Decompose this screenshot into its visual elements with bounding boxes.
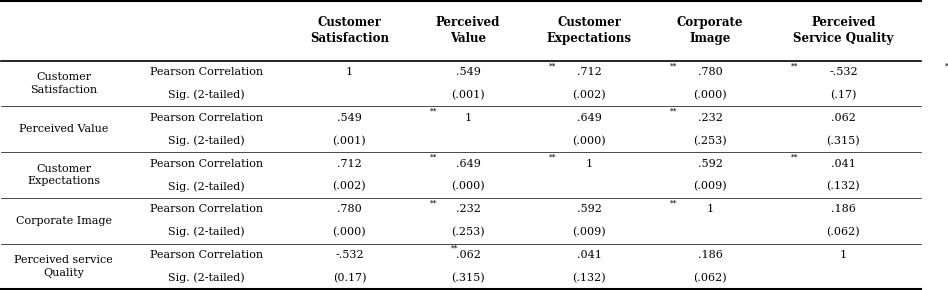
Text: 1: 1 xyxy=(706,204,714,214)
Text: **: ** xyxy=(670,108,678,116)
Text: **: ** xyxy=(430,108,438,116)
Text: **: ** xyxy=(549,154,556,162)
Text: 1: 1 xyxy=(586,159,592,168)
Text: .041: .041 xyxy=(576,250,602,260)
Text: .649: .649 xyxy=(456,159,481,168)
Text: Perceived
Value: Perceived Value xyxy=(436,16,501,45)
Text: (.000): (.000) xyxy=(693,90,727,100)
Text: (.132): (.132) xyxy=(827,181,860,192)
Text: (.002): (.002) xyxy=(333,181,366,192)
Text: **: ** xyxy=(944,62,948,70)
Text: .780: .780 xyxy=(698,67,722,77)
Text: **: ** xyxy=(450,245,458,253)
Text: Customer
Expectations: Customer Expectations xyxy=(547,16,631,45)
Text: .592: .592 xyxy=(576,204,602,214)
Text: .186: .186 xyxy=(698,250,722,260)
Text: **: ** xyxy=(430,199,438,207)
Text: Pearson Correlation: Pearson Correlation xyxy=(150,250,264,260)
Text: .780: .780 xyxy=(337,204,362,214)
Text: .712: .712 xyxy=(337,159,362,168)
Text: Corporate
Image: Corporate Image xyxy=(677,16,743,45)
Text: (.000): (.000) xyxy=(451,181,484,192)
Text: -.532: -.532 xyxy=(335,250,364,260)
Text: .592: .592 xyxy=(698,159,722,168)
Text: **: ** xyxy=(430,154,438,162)
Text: (.253): (.253) xyxy=(693,135,727,146)
Text: (.315): (.315) xyxy=(827,135,860,146)
Text: (.17): (.17) xyxy=(830,90,857,100)
Text: .649: .649 xyxy=(576,113,602,123)
Text: Customer
Expectations: Customer Expectations xyxy=(27,164,100,186)
Text: .232: .232 xyxy=(698,113,722,123)
Text: (.062): (.062) xyxy=(693,273,727,283)
Text: (.002): (.002) xyxy=(573,90,606,100)
Text: Pearson Correlation: Pearson Correlation xyxy=(150,67,264,77)
Text: (.062): (.062) xyxy=(827,227,860,237)
Text: (.009): (.009) xyxy=(573,227,606,237)
Text: Sig. (2-tailed): Sig. (2-tailed) xyxy=(168,135,245,146)
Text: (.000): (.000) xyxy=(573,135,606,146)
Text: (.009): (.009) xyxy=(693,181,727,192)
Text: Perceived Value: Perceived Value xyxy=(19,124,108,134)
Text: -.532: -.532 xyxy=(830,67,858,77)
Text: .062: .062 xyxy=(831,113,856,123)
Text: .549: .549 xyxy=(456,67,481,77)
Text: **: ** xyxy=(670,199,678,207)
Text: .062: .062 xyxy=(456,250,481,260)
Text: (.132): (.132) xyxy=(573,273,606,283)
Text: **: ** xyxy=(792,62,798,70)
Text: 1: 1 xyxy=(840,250,847,260)
Text: .041: .041 xyxy=(831,159,856,168)
Text: Pearson Correlation: Pearson Correlation xyxy=(150,113,264,123)
Text: Perceived
Service Quality: Perceived Service Quality xyxy=(793,16,894,45)
Text: Pearson Correlation: Pearson Correlation xyxy=(150,159,264,168)
Text: (.000): (.000) xyxy=(333,227,366,237)
Text: (.253): (.253) xyxy=(451,227,484,237)
Text: .712: .712 xyxy=(576,67,601,77)
Text: (0.17): (0.17) xyxy=(333,273,366,283)
Text: Customer
Satisfaction: Customer Satisfaction xyxy=(30,72,98,95)
Text: **: ** xyxy=(549,62,556,70)
Text: .186: .186 xyxy=(831,204,856,214)
Text: (.001): (.001) xyxy=(333,135,366,146)
Text: Perceived service
Quality: Perceived service Quality xyxy=(14,255,113,278)
Text: Sig. (2-tailed): Sig. (2-tailed) xyxy=(168,181,245,192)
Text: **: ** xyxy=(792,154,798,162)
Text: .549: .549 xyxy=(337,113,362,123)
Text: Sig. (2-tailed): Sig. (2-tailed) xyxy=(168,90,245,100)
Text: 1: 1 xyxy=(465,113,471,123)
Text: Sig. (2-tailed): Sig. (2-tailed) xyxy=(168,227,245,238)
Text: .232: .232 xyxy=(456,204,481,214)
Text: 1: 1 xyxy=(346,67,353,77)
Text: (.315): (.315) xyxy=(451,273,484,283)
Text: **: ** xyxy=(670,62,678,70)
Text: Corporate Image: Corporate Image xyxy=(16,216,112,226)
Text: Sig. (2-tailed): Sig. (2-tailed) xyxy=(168,273,245,283)
Text: (.001): (.001) xyxy=(451,90,484,100)
Text: Pearson Correlation: Pearson Correlation xyxy=(150,204,264,214)
Text: Customer
Satisfaction: Customer Satisfaction xyxy=(310,16,389,45)
